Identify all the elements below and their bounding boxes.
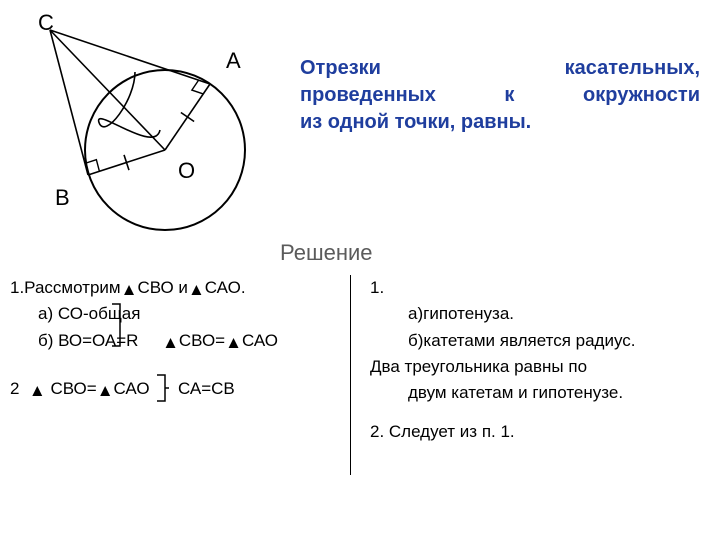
- svg-text:С: С: [38, 10, 54, 35]
- l3-c: САО: [242, 331, 278, 350]
- svg-text:В: В: [55, 185, 70, 210]
- column-divider: [350, 275, 351, 475]
- l3-b: СВО=: [179, 331, 225, 350]
- l4-d: СА=СВ: [178, 379, 235, 398]
- right-line6: 2. Следует из п. 1.: [370, 419, 700, 445]
- l1-t2: САО.: [205, 278, 246, 297]
- l4-c: САО: [114, 379, 150, 398]
- theorem-statement: Отрезки касательных, проведенных к окруж…: [300, 55, 700, 136]
- geometry-diagram: А В С О: [0, 0, 300, 240]
- left-line3: б) ВО=ОА=R ▲СВО=▲САО: [10, 328, 340, 354]
- right-line2: а)гипотенуза.: [370, 301, 700, 327]
- left-line1: 1.Рассмотрим▲СВО и▲САО.: [10, 275, 340, 301]
- proof-left: 1.Рассмотрим▲СВО и▲САО. а) СО-общая б) В…: [10, 275, 340, 402]
- theorem-line2: проведенных к окружности: [300, 82, 700, 109]
- triangle-icon: ▲: [97, 378, 114, 404]
- solution-title: Решение: [280, 240, 373, 266]
- triangle-icon: ▲: [121, 277, 138, 303]
- right-line3: б)катетами является радиус.: [370, 328, 700, 354]
- svg-text:О: О: [178, 158, 195, 183]
- l4-b: СВО=: [50, 379, 96, 398]
- right-line5: двум катетам и гипотенузе.: [370, 380, 700, 406]
- triangle-icon: ▲: [162, 330, 179, 356]
- right-line1: 1.: [370, 275, 700, 301]
- l1-prefix: 1.Рассмотрим: [10, 278, 121, 297]
- right-line4: Два треугольника равны по: [370, 354, 700, 380]
- svg-text:А: А: [226, 48, 241, 73]
- theorem-line3: из одной точки, равны.: [300, 109, 700, 136]
- triangle-icon: ▲: [225, 330, 242, 356]
- triangle-icon: ▲: [29, 378, 46, 404]
- triangle-icon: ▲: [188, 277, 205, 303]
- bracket-icon: [110, 302, 124, 348]
- theorem-line1: Отрезки касательных,: [300, 55, 700, 82]
- l4-a: 2: [10, 379, 19, 398]
- proof-right: 1. а)гипотенуза. б)катетами является рад…: [370, 275, 700, 445]
- bracket-icon: [155, 373, 169, 403]
- left-line4: 2 ▲ СВО=▲САО СА=СВ: [10, 376, 340, 402]
- l1-t1: СВО и: [137, 278, 188, 297]
- left-line2: а) СО-общая: [10, 301, 340, 327]
